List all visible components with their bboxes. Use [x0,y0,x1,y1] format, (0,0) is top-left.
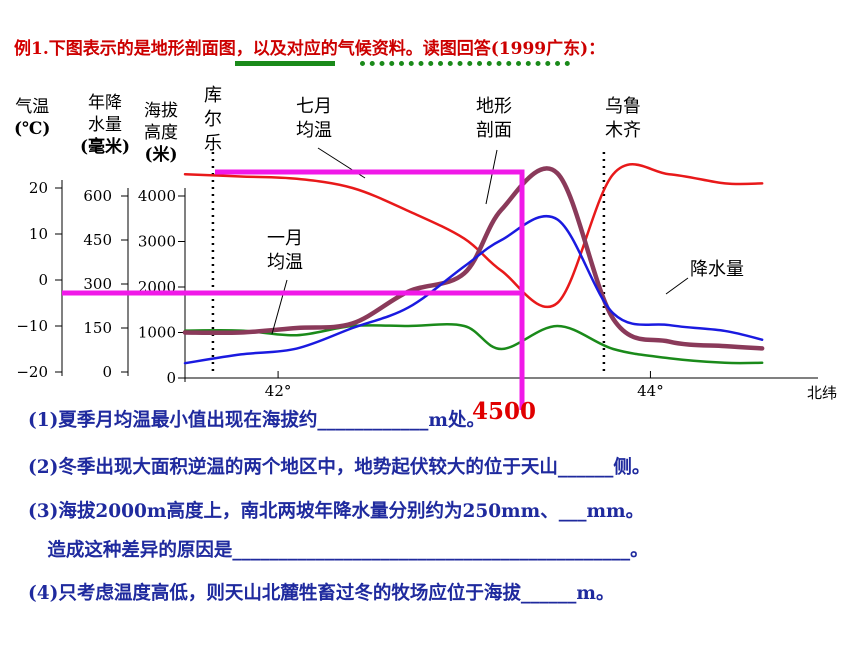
legend-dotted-line [360,61,570,66]
precipitation_mm-tick-label: 600 [83,187,112,205]
elev-header-line2: 高度 [144,123,178,143]
question-3: (3)海拔2000m高度上，南北两坡年降水量分别约为250mm、___mm。 [28,501,645,522]
example-heading: 例1.下图表示的是地形剖面图，以及对应的气候资料。读图回答(1999广东)： [14,34,605,59]
temp-header-line2: (℃) [14,119,51,139]
precip-axis-header: 年降 水量 (毫米) [80,92,130,158]
precip-header-line2: 水量 [88,115,123,135]
precipitation_mm-tick-label: 150 [83,319,112,337]
highlight-top-line [215,169,525,410]
jan-temp-line [183,323,764,365]
precip-label: 降水量 [690,259,744,280]
elevation_m-tick-label: 0 [166,369,176,387]
example-text: 下图表示的是地形剖面图，以及对应的气候资料。读图回答(1999广东)： [48,39,606,59]
elevation_m-tick-label: 4000 [138,187,176,205]
precipitation_mm-tick-label: 450 [83,231,112,249]
jan-leader [271,279,288,335]
temp-header-line1: 气温 [15,97,50,117]
precip-header-line1: 年降 [88,93,123,113]
temperature_c-tick-label: 0 [38,271,48,289]
terrain-label: 地形 剖面 [476,96,512,141]
temperature_c-tick-label: 20 [29,179,48,197]
question-1: (1)夏季月均温最小值出现在海拔约____________m处。 [28,410,485,431]
jan-temp-label: 一月 均温 [267,228,303,273]
answer-1: 4500 [472,398,537,425]
precipitation_mm-tick-label: 300 [83,275,112,293]
terrain-leader [485,149,498,205]
temp-axis-header: 气温 (℃) [14,96,50,140]
temperature_c-tick-label: −10 [16,317,48,335]
urumqi-label: 乌鲁 木齐 [605,96,641,141]
x-tick-label: 42° [265,382,292,400]
elev-header-line3: (米) [144,145,178,165]
july-temp-label: 七月 均温 [296,96,332,141]
precip-line [183,214,764,365]
elev-header-line1: 海拔 [144,101,178,121]
question-3-cont: 造成这种差异的原因是______________________________… [28,540,649,561]
question-4: (4)只考虑温度高低，则天山北麓牲畜过冬的牧场应位于海拔______m。 [28,583,615,604]
elev-axis-header: 海拔 高度 (米) [144,100,178,166]
elevation_m-tick-label: 1000 [138,324,176,342]
terrain-profile-line [182,166,765,351]
question-2: (2)冬季出现大面积逆温的两个地区中，地势起伏较大的位于天山______侧。 [28,457,651,478]
legend-solid-line [235,61,335,66]
precip-leader [665,277,689,295]
temperature_c-tick-label: 10 [29,225,48,243]
x-end-label: 北纬 [807,384,837,402]
x-tick-label: 44° [637,382,664,400]
elevation_m-tick-label: 3000 [138,233,176,251]
precipitation_mm-tick-label: 0 [102,363,112,381]
temperature_c-tick-label: −20 [16,363,48,381]
july-temp-line [183,163,764,309]
kuerle-label: 库 尔 乐 [204,85,222,154]
example-label: 例1. [14,39,49,59]
precip-header-line3: (毫米) [80,137,131,157]
